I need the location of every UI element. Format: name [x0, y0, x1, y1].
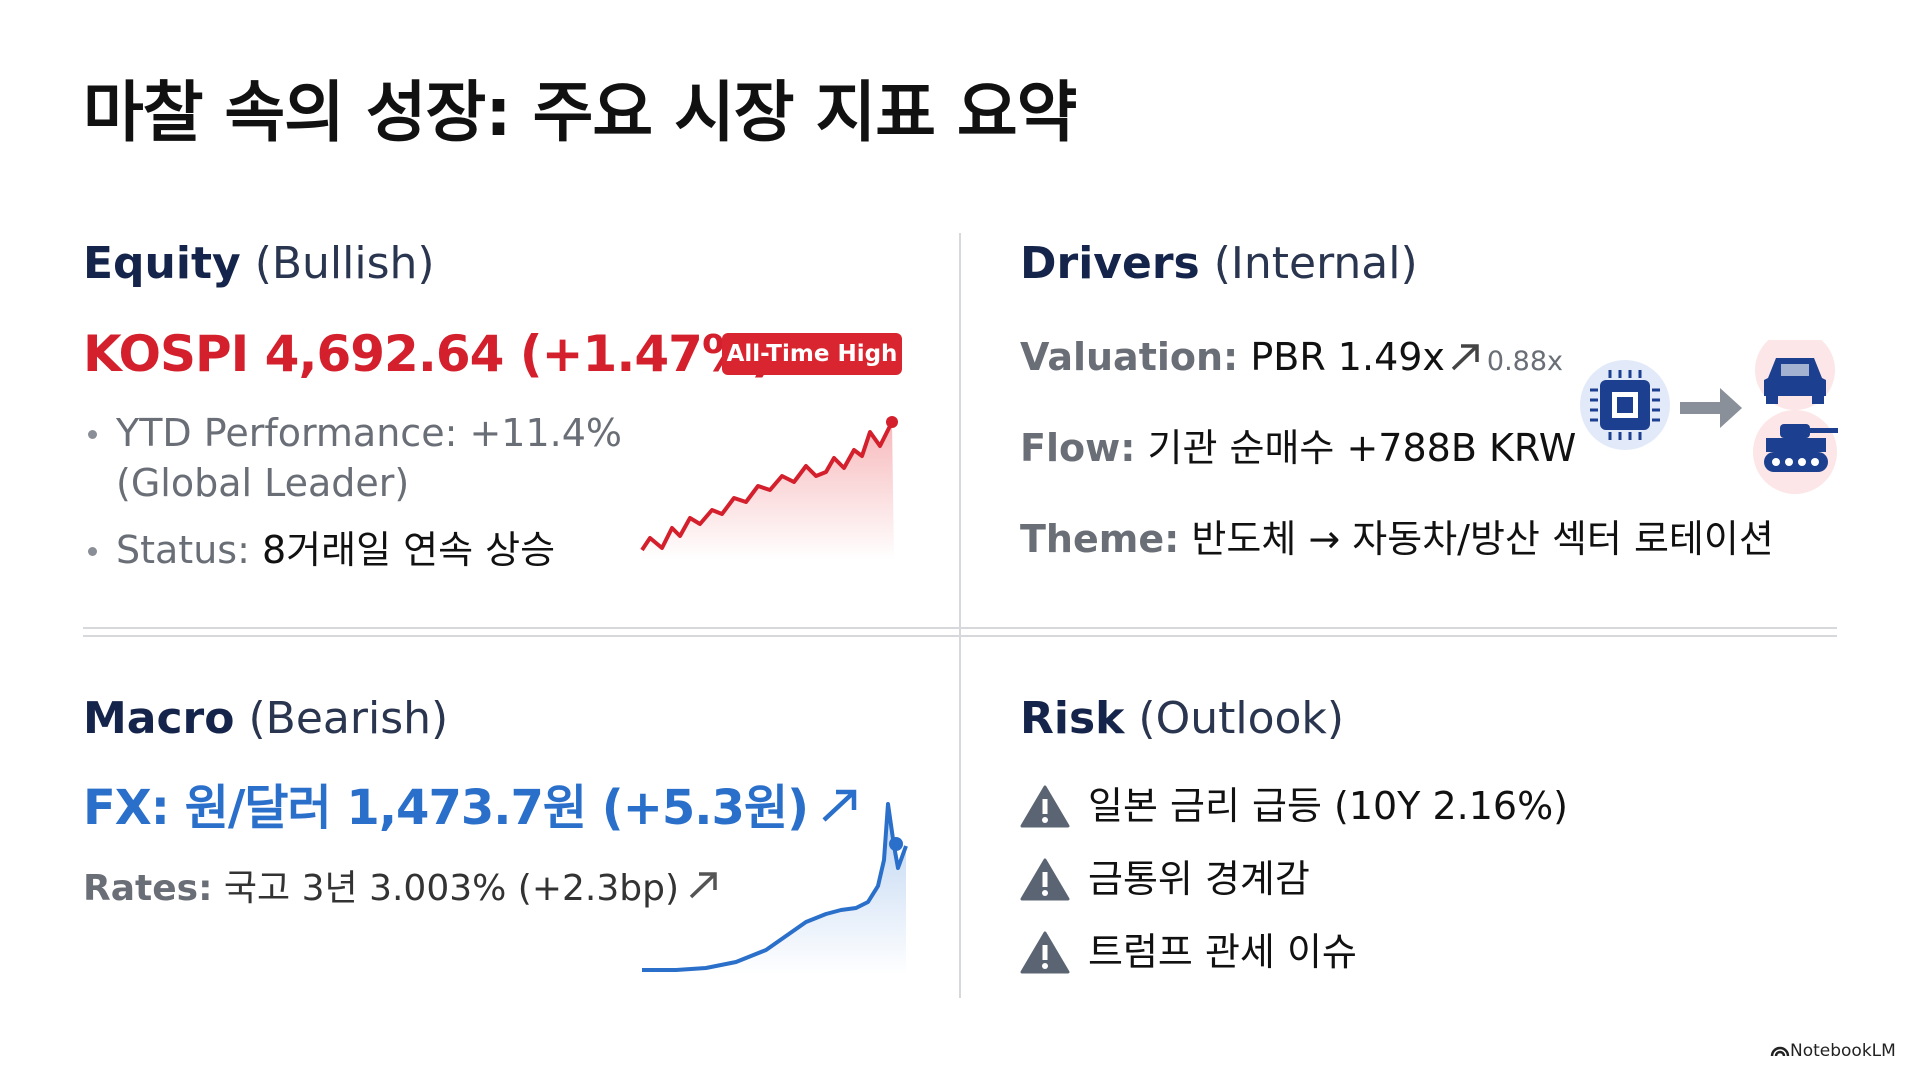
label: Rates: [83, 868, 213, 909]
footer-text: NotebookLM [1790, 1041, 1896, 1061]
bullet-text: (Global Leader) [116, 461, 410, 505]
heading: Macro [83, 693, 235, 744]
divider-vertical [959, 233, 961, 998]
driver-item: Valuation: PBR 1.49x 0.88x [1020, 338, 1563, 376]
risk-text: 금통위 경계감 [1088, 857, 1310, 901]
warning-icon [1020, 785, 1070, 828]
heading: Risk [1020, 693, 1125, 744]
bullet-text: YTD Performance: +11.4% [116, 411, 623, 455]
rotation-icons [1580, 340, 1838, 494]
value: 기관 순매수 +788B KRW [1147, 426, 1577, 470]
qualifier: (Bullish) [254, 238, 435, 289]
logo [1770, 1046, 1790, 1057]
title: 마찰 속의 성장: 주요 시장 지표 요약 [83, 74, 1077, 151]
label: Valuation: [1020, 335, 1239, 379]
divider-horizontal [83, 627, 1837, 629]
arrow-up-icon [822, 789, 857, 822]
label: Flow: [1020, 426, 1136, 470]
heading: Drivers [1020, 238, 1200, 289]
value: 반도체 → 자동차/방산 섹터 로테이션 [1191, 517, 1774, 561]
note: 0.88x [1486, 346, 1564, 377]
badge: All-Time High [722, 333, 902, 375]
value: FX: 원/달러 1,473.7원 (+5.3원) [83, 780, 809, 836]
footer: NotebookLM [1770, 1043, 1896, 1060]
risk-text: 일본 금리 급등 (10Y 2.16%) [1088, 784, 1569, 828]
heading: Equity [83, 238, 241, 289]
value: PBR 1.49x [1250, 335, 1445, 379]
divider-horizontal [83, 635, 1837, 637]
fx-headline: FX: 원/달러 1,473.7원 (+5.3원) [83, 784, 860, 832]
section-heading: Macro (Bearish) [83, 697, 448, 741]
rates: Rates: 국고 3년 3.003% (+2.3bp) [83, 870, 721, 907]
section-heading: Risk (Outlook) [1020, 697, 1344, 741]
risk-item: 일본 금리 급등 (10Y 2.16%) [1020, 784, 1568, 828]
risk-item: 트럼프 관세 이슈 [1020, 930, 1357, 974]
sparkline-up [642, 802, 908, 975]
bullet [88, 430, 97, 439]
label: Theme: [1020, 517, 1180, 561]
bullet-text: Status: 8거래일 연속 상승 [116, 531, 555, 569]
warning-icon [1020, 858, 1070, 901]
headline: KOSPI 4,692.64 (+1.47%) [83, 325, 774, 383]
arrow-up-icon [689, 872, 717, 899]
section-heading: Drivers (Internal) [1020, 242, 1418, 286]
section-heading: Equity (Bullish) [83, 242, 435, 286]
bullet [88, 547, 97, 556]
value: 8거래일 연속 상승 [261, 528, 556, 572]
value: 국고 3년 3.003% (+2.3bp) [223, 868, 679, 909]
driver-item: Theme: 반도체 → 자동차/방산 섹터 로테이션 [1020, 520, 1774, 558]
risk-text: 트럼프 관세 이슈 [1088, 930, 1357, 974]
qualifier: (Outlook) [1138, 693, 1345, 744]
qualifier: (Internal) [1213, 238, 1418, 289]
risk-item: 금통위 경계감 [1020, 857, 1310, 901]
qualifier: (Bearish) [248, 693, 449, 744]
sparkline-up [640, 416, 898, 560]
label: Status: [116, 528, 250, 572]
arrow-up-icon [1451, 344, 1479, 371]
driver-item: Flow: 기관 순매수 +788B KRW [1020, 429, 1576, 467]
warning-icon [1020, 931, 1070, 974]
